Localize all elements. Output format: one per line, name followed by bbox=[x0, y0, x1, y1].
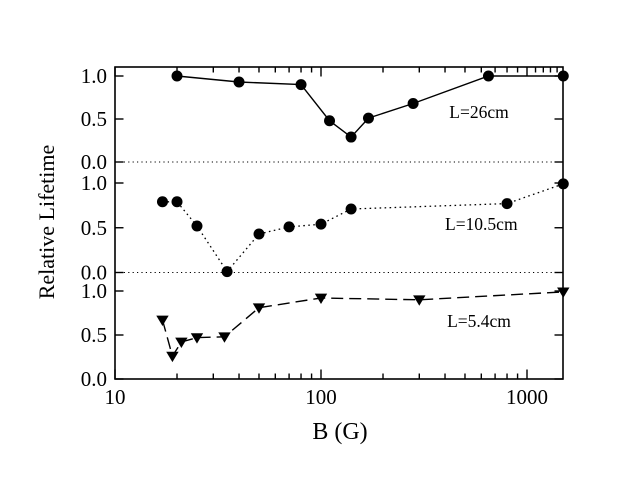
data-point-marker-circle bbox=[315, 218, 327, 230]
data-point-marker-circle bbox=[233, 76, 245, 88]
y-tick-label: 0.0 bbox=[81, 367, 107, 391]
data-point-marker-circle bbox=[171, 70, 183, 82]
data-point-marker-circle bbox=[295, 79, 307, 91]
series-label-bottom: L=5.4cm bbox=[447, 311, 511, 331]
data-point-marker-circle bbox=[482, 70, 494, 82]
series-line-middle bbox=[162, 183, 564, 273]
data-point-marker-circle bbox=[557, 178, 569, 190]
x-axis-title: B (G) bbox=[312, 419, 367, 445]
series-label-top: L=26cm bbox=[449, 102, 509, 122]
data-point-marker-triangle bbox=[175, 337, 188, 349]
data-point-marker-circle bbox=[362, 112, 374, 124]
data-point-marker-circle bbox=[171, 196, 183, 208]
y-tick-label: 1.0 bbox=[81, 171, 107, 195]
y-tick-label: 0.5 bbox=[81, 216, 107, 240]
data-point-marker-circle bbox=[407, 98, 419, 110]
plot-frame bbox=[114, 66, 564, 380]
x-tick-label: 100 bbox=[305, 385, 337, 409]
y-tick-label: 1.0 bbox=[81, 64, 107, 88]
y-tick-label: 0.5 bbox=[81, 323, 107, 347]
x-tick-label: 1000 bbox=[506, 385, 548, 409]
data-point-marker-circle bbox=[557, 70, 569, 82]
data-point-marker-circle bbox=[324, 115, 336, 127]
data-point-marker-triangle bbox=[218, 332, 231, 343]
series-label-middle: L=10.5cm bbox=[445, 214, 518, 234]
data-point-marker-triangle bbox=[190, 333, 204, 344]
data-point-marker-circle bbox=[156, 196, 168, 208]
y-axis-title: Relative Lifetime bbox=[34, 145, 59, 300]
data-point-marker-circle bbox=[221, 266, 233, 278]
data-point-marker-triangle bbox=[252, 303, 266, 314]
data-point-marker-triangle bbox=[156, 315, 169, 327]
data-point-marker-triangle bbox=[557, 287, 570, 298]
data-point-marker-circle bbox=[345, 131, 357, 143]
data-point-marker-triangle bbox=[413, 295, 426, 306]
y-tick-label: 0.0 bbox=[81, 150, 107, 174]
y-tick-label: 1.0 bbox=[81, 279, 107, 303]
data-point-marker-circle bbox=[345, 203, 357, 215]
data-point-marker-circle bbox=[253, 228, 265, 240]
x-tick-label: 10 bbox=[105, 385, 126, 409]
data-point-marker-circle bbox=[191, 220, 203, 232]
data-point-marker-circle bbox=[283, 221, 295, 233]
y-tick-label: 0.5 bbox=[81, 107, 107, 131]
data-point-marker-triangle bbox=[314, 293, 328, 305]
y-tick-label: 0.0 bbox=[81, 261, 107, 285]
data-point-marker-triangle bbox=[166, 351, 179, 363]
data-point-marker-circle bbox=[501, 198, 513, 210]
